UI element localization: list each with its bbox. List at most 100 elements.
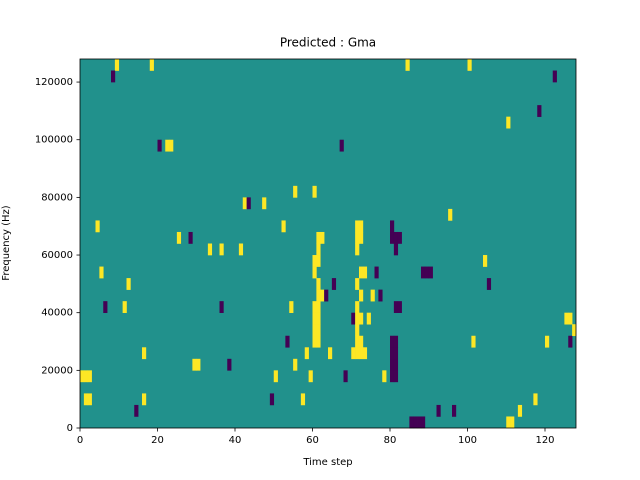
heatmap-cell	[564, 312, 569, 325]
heatmap-cell	[359, 266, 364, 279]
heatmap-cell	[285, 335, 290, 348]
heatmap-cell	[316, 278, 321, 290]
heatmap-cell	[359, 289, 364, 302]
heatmap-cell	[355, 301, 360, 313]
heatmap-cell	[95, 220, 100, 233]
heatmap-cell	[452, 404, 457, 417]
heatmap-cell	[316, 301, 321, 313]
heatmap-cell	[312, 324, 317, 337]
heatmap-cell	[320, 231, 325, 244]
x-tick-label: 20	[151, 435, 164, 446]
y-tick-label: 120000	[35, 77, 73, 88]
heatmap-cell	[355, 312, 360, 325]
heatmap-cell	[246, 197, 251, 210]
heatmap-cell	[339, 139, 344, 152]
heatmap-cell	[188, 231, 193, 244]
heatmap-cell	[165, 139, 170, 152]
heatmap-cell	[382, 370, 387, 383]
heatmap-cell	[428, 266, 433, 279]
heatmap-cell	[87, 370, 92, 383]
axes-frame	[79, 58, 577, 429]
heatmap-cell	[103, 301, 108, 313]
heatmap-cell	[142, 347, 147, 360]
heatmap-cell	[374, 266, 379, 279]
heatmap-cell	[320, 289, 325, 302]
heatmap-cell	[370, 289, 375, 302]
heatmap-cell	[424, 266, 430, 279]
heatmap-cell	[192, 358, 197, 371]
heatmap-cell	[273, 370, 278, 383]
heatmap-cell	[572, 324, 577, 337]
heatmap-cell	[316, 243, 321, 256]
heatmap-cell	[362, 347, 368, 360]
heatmap-cell	[316, 335, 321, 348]
heatmap-cell	[545, 335, 550, 348]
heatmap-cell	[568, 335, 573, 348]
heatmap-cell	[393, 231, 399, 244]
heatmap-cell	[316, 289, 321, 302]
y-tick-label: 100000	[35, 135, 73, 146]
y-tick-label: 80000	[41, 192, 73, 203]
heatmap-cell	[312, 185, 317, 198]
heatmap-cell	[126, 278, 131, 290]
heatmap-cell	[506, 416, 511, 429]
heatmap-cell	[331, 278, 337, 290]
heatmap-cell	[316, 255, 321, 267]
heatmap-cell	[351, 312, 356, 325]
heatmap-cell	[312, 266, 317, 279]
x-tick-label: 80	[384, 435, 397, 446]
y-tick-label: 0	[67, 423, 73, 434]
heatmap-cell	[99, 266, 104, 279]
heatmap-cell	[308, 370, 313, 383]
heatmap-cell	[227, 358, 232, 371]
heatmap-cell	[219, 301, 224, 313]
heatmap-cell	[316, 231, 321, 244]
heatmap-cell	[362, 266, 368, 279]
heatmap-cell	[328, 347, 333, 360]
heatmap-cell	[393, 347, 399, 360]
heatmap-cell	[393, 335, 399, 348]
heatmap-cell	[421, 266, 426, 279]
y-tick-label: 20000	[41, 365, 73, 376]
heatmap-cell	[238, 243, 244, 256]
heatmap-cell	[390, 231, 395, 244]
heatmap-cell	[390, 335, 395, 348]
heatmap-cell	[312, 255, 317, 267]
y-tick-label: 60000	[41, 250, 73, 261]
heatmap-cell	[397, 231, 402, 244]
y-tick-label: 40000	[41, 308, 73, 319]
heatmap-cell	[359, 220, 364, 233]
x-tick-label: 60	[306, 435, 319, 446]
heatmap-cell	[300, 393, 306, 406]
heatmap-cell	[436, 404, 441, 417]
heatmap-cell	[421, 416, 426, 429]
chart-title: Predicted : Gma	[280, 36, 376, 50]
heatmap-cell	[293, 358, 298, 371]
heatmap-cell	[355, 335, 360, 348]
heatmap-cell	[176, 231, 182, 244]
heatmap-cell	[80, 370, 85, 383]
heatmap-cell	[343, 370, 348, 383]
heatmap-cell	[312, 301, 317, 313]
heatmap-cell	[111, 70, 116, 83]
heatmap-cell	[413, 416, 418, 429]
heatmap-cell	[242, 197, 247, 210]
heatmap-cell	[304, 347, 309, 360]
y-axis-label: Frequency (Hz)	[1, 205, 12, 281]
heatmap-cell	[355, 220, 360, 233]
heatmap-cell	[568, 312, 573, 325]
heatmap-cell	[397, 301, 402, 313]
heatmap-cell	[359, 335, 364, 348]
heatmap-cell	[219, 243, 224, 256]
heatmap-background	[80, 59, 576, 428]
x-tick-label: 40	[229, 435, 242, 446]
heatmap-cell	[393, 243, 399, 256]
heatmap-cell	[486, 278, 492, 290]
heatmap-cell	[293, 185, 298, 198]
heatmap-cell	[149, 59, 154, 71]
heatmap-cell	[533, 393, 538, 406]
heatmap-cell	[134, 404, 139, 417]
heatmap-cell	[467, 59, 472, 71]
heatmap-cell	[142, 393, 147, 406]
